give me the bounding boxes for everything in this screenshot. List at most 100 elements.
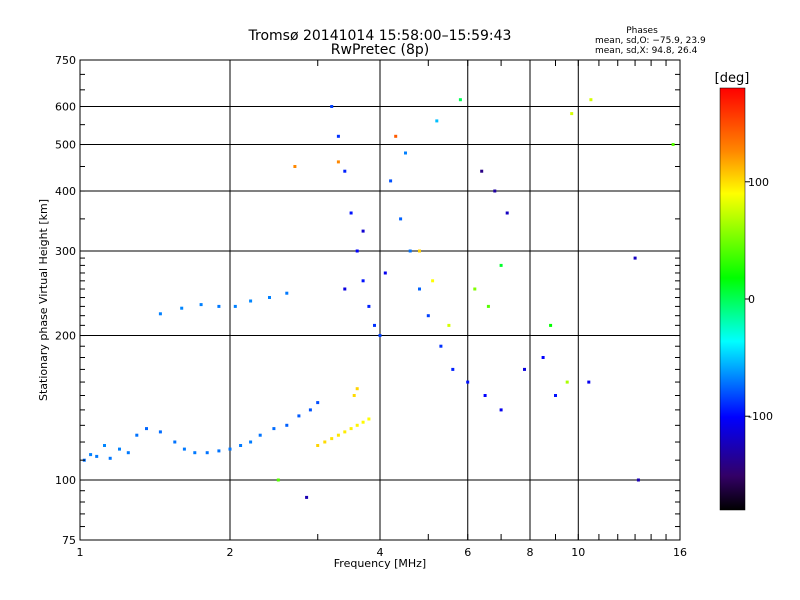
- data-point: [297, 414, 301, 418]
- data-point: [554, 394, 557, 397]
- data-point: [431, 279, 435, 283]
- data-point: [316, 444, 320, 447]
- data-point: [343, 430, 347, 434]
- colorbar-tick-label: -100: [748, 410, 773, 423]
- data-point: [272, 427, 276, 431]
- data-point: [268, 296, 271, 299]
- data-point: [95, 454, 99, 458]
- data-point: [373, 323, 376, 327]
- data-point: [180, 306, 184, 310]
- data-point: [239, 444, 243, 447]
- chart-title: Tromsø 20141014 15:58:00–15:59:43: [248, 28, 512, 44]
- data-point: [145, 427, 148, 431]
- phases-heading: Phases: [626, 26, 658, 36]
- y-tick-label: 75: [62, 534, 76, 547]
- data-point: [249, 299, 253, 303]
- data-point: [361, 229, 365, 233]
- data-point: [217, 449, 221, 453]
- data-point: [355, 387, 359, 391]
- data-point: [541, 356, 545, 359]
- data-point: [378, 334, 382, 337]
- data-point: [193, 451, 197, 455]
- data-point: [355, 249, 359, 253]
- data-point: [285, 423, 289, 427]
- y-tick-label: 600: [55, 101, 76, 114]
- data-point: [258, 433, 262, 437]
- data-point: [173, 440, 177, 444]
- data-point: [480, 169, 484, 173]
- data-point: [408, 249, 412, 253]
- data-point: [636, 478, 640, 482]
- data-point: [305, 495, 309, 499]
- data-point: [426, 314, 430, 318]
- data-point: [523, 367, 526, 371]
- data-point: [418, 249, 421, 253]
- data-point: [228, 447, 232, 451]
- data-point: [458, 98, 462, 102]
- data-point: [285, 291, 289, 295]
- data-point: [205, 451, 209, 455]
- data-point: [589, 98, 593, 102]
- y-tick-label: 750: [55, 54, 76, 67]
- x-tick-label: 10: [571, 546, 585, 559]
- data-point: [565, 380, 569, 384]
- y-tick-label: 200: [55, 330, 76, 343]
- data-point: [330, 437, 334, 441]
- data-point: [367, 417, 371, 421]
- data-point: [493, 189, 497, 193]
- data-point: [352, 394, 356, 397]
- x-tick-label: 6: [464, 546, 471, 559]
- data-point: [158, 430, 162, 434]
- data-point: [182, 447, 186, 451]
- data-point: [293, 165, 297, 168]
- data-point: [308, 408, 312, 412]
- data-point: [418, 287, 421, 291]
- data-point: [473, 287, 477, 291]
- y-tick-label: 100: [55, 474, 76, 487]
- data-point: [361, 420, 365, 424]
- data-point: [349, 211, 353, 215]
- x-tick-label: 8: [527, 546, 534, 559]
- x-tick-label: 2: [227, 546, 234, 559]
- x-axis-label: Frequency [MHz]: [334, 557, 426, 570]
- data-point: [435, 119, 439, 123]
- data-point: [336, 134, 340, 138]
- data-point: [451, 367, 455, 371]
- data-point: [158, 312, 162, 316]
- x-tick-label: 4: [377, 546, 384, 559]
- data-point: [570, 112, 574, 116]
- data-point: [447, 323, 451, 327]
- colorbar-ticks: 100 0 -100: [745, 176, 773, 423]
- chart-subtitle: RwPretec (8p): [331, 42, 429, 58]
- data-point: [499, 408, 503, 412]
- colorbar-label: [deg]: [715, 71, 750, 86]
- colorbar: [719, 87, 746, 511]
- data-point: [671, 143, 675, 146]
- x-tick-label: 1: [77, 546, 84, 559]
- data-point: [483, 394, 487, 397]
- data-point: [276, 478, 280, 482]
- data-point: [389, 179, 393, 183]
- data-point: [108, 456, 112, 460]
- data-point: [199, 303, 203, 307]
- data-point: [343, 169, 347, 173]
- data-point: [89, 453, 93, 457]
- data-point: [466, 380, 470, 384]
- data-point: [633, 256, 637, 260]
- colorbar-tick-label: 0: [748, 293, 755, 306]
- data-point: [549, 323, 553, 327]
- data-point: [587, 380, 591, 384]
- grid: [80, 60, 680, 540]
- data-point: [249, 440, 253, 444]
- data-point: [505, 211, 509, 215]
- data-point: [343, 287, 347, 291]
- y-tick-label: 300: [55, 245, 76, 258]
- data-point: [349, 427, 353, 431]
- colorbar-tick-label: 100: [748, 176, 769, 189]
- data-point: [135, 433, 139, 437]
- scatter-points: [82, 98, 675, 499]
- phases-o-line: mean, sd,O: −75.9, 23.9: [595, 36, 706, 46]
- data-point: [394, 134, 398, 138]
- data-point: [217, 304, 221, 308]
